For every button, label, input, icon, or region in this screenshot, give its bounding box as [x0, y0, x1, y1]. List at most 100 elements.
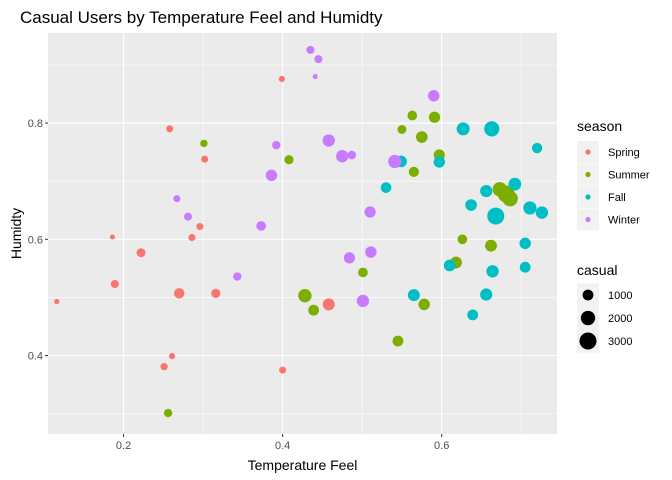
data-point-spring	[160, 362, 168, 371]
data-point-winter	[233, 272, 242, 281]
plot-panel	[48, 33, 557, 434]
data-point-winter	[322, 134, 335, 147]
data-point-fall	[487, 207, 505, 225]
data-point-fall	[480, 184, 493, 198]
data-point-fall	[484, 121, 500, 137]
data-point-fall	[508, 177, 522, 191]
data-point-fall	[433, 156, 446, 168]
y-tick-label: 0.6	[28, 234, 43, 246]
data-point-spring	[322, 298, 335, 311]
data-point-fall	[465, 199, 477, 211]
data-point-winter	[356, 294, 370, 308]
data-point-fall	[519, 237, 531, 250]
data-point-summer	[163, 408, 173, 418]
data-point-spring	[136, 248, 146, 258]
data-point-summer	[428, 111, 441, 123]
data-point-fall	[443, 259, 456, 272]
data-point-summer	[200, 139, 208, 148]
data-point-summer	[502, 190, 518, 207]
data-point-winter	[365, 246, 377, 258]
x-axis-title: Temperature Feel	[248, 457, 358, 473]
data-point-spring	[188, 234, 196, 242]
data-point-fall	[380, 182, 392, 193]
x-tick-label: 0.2	[116, 440, 131, 452]
y-tick-label: 0.8	[28, 118, 43, 130]
data-points	[54, 45, 549, 418]
legend-size-label: 3000	[608, 336, 632, 348]
legend-label-spring: Spring	[608, 147, 640, 159]
data-point-summer	[298, 288, 312, 303]
data-point-fall	[523, 201, 537, 215]
data-point-fall	[531, 142, 543, 154]
data-point-winter	[306, 45, 315, 54]
data-point-summer	[415, 131, 428, 143]
data-point-winter	[388, 154, 402, 169]
data-point-spring	[196, 223, 204, 231]
data-point-winter	[314, 55, 323, 64]
legend-size-label: 2000	[608, 313, 632, 325]
data-point-spring	[211, 288, 221, 298]
data-point-winter	[183, 212, 193, 221]
data-point-spring	[110, 280, 119, 289]
data-point-winter	[347, 150, 357, 160]
legend-key-summer	[585, 171, 591, 178]
data-point-winter	[343, 252, 356, 264]
data-point-summer	[408, 166, 419, 177]
data-point-spring	[279, 366, 287, 374]
legend-label-summer: Summer	[608, 170, 650, 182]
x-tick-label: 0.4	[275, 440, 290, 452]
data-point-fall	[519, 261, 531, 273]
data-point-summer	[358, 267, 368, 278]
legend-casual: casual 1000 2000 3000	[577, 262, 632, 353]
legend-season: season Spring Summer Fall Winter	[577, 118, 650, 231]
data-point-summer	[397, 125, 407, 134]
data-point-summer	[418, 298, 430, 311]
legend-size-label: 1000	[608, 290, 632, 302]
legend-size-key	[580, 310, 596, 326]
y-tick-label: 0.4	[28, 351, 43, 363]
data-point-winter	[336, 150, 349, 163]
y-axis-title: Humidty	[8, 208, 24, 259]
data-point-winter	[173, 195, 181, 203]
data-point-fall	[480, 288, 493, 301]
data-point-spring	[201, 155, 209, 163]
data-point-fall	[535, 206, 549, 219]
x-axis: 0.2 0.4 0.6	[116, 434, 449, 452]
legend-label-fall: Fall	[608, 192, 626, 204]
legend-key-fall	[585, 194, 591, 200]
data-point-spring	[54, 298, 60, 305]
data-point-fall	[467, 309, 479, 321]
chart-title: Casual Users by Temperature Feel and Hum…	[20, 8, 383, 27]
data-point-summer	[308, 304, 320, 316]
data-point-spring	[166, 125, 174, 133]
legend-size-key	[579, 332, 597, 350]
data-point-winter	[364, 206, 376, 218]
data-point-winter	[265, 169, 278, 182]
data-point-fall	[407, 289, 420, 302]
data-point-spring	[109, 234, 115, 240]
data-point-summer	[392, 335, 404, 347]
data-point-fall	[456, 122, 470, 136]
data-point-summer	[457, 234, 468, 245]
x-tick-label: 0.6	[434, 440, 449, 452]
data-point-winter	[428, 90, 440, 102]
data-point-winter	[312, 74, 318, 80]
data-point-spring	[168, 353, 176, 360]
data-point-spring	[174, 288, 185, 299]
legend-label-winter: Winter	[608, 215, 640, 227]
data-point-winter	[272, 140, 281, 150]
data-point-summer	[485, 239, 497, 252]
data-point-summer	[284, 155, 294, 165]
data-point-summer	[407, 110, 418, 121]
legend-casual-title: casual	[577, 262, 617, 278]
legend-key-spring	[585, 149, 591, 155]
legend-size-key	[582, 289, 594, 301]
data-point-spring	[278, 75, 285, 82]
y-axis: 0.4 0.6 0.8	[28, 118, 48, 363]
data-point-winter	[256, 221, 266, 231]
legend-key-winter	[585, 216, 591, 223]
data-point-fall	[486, 265, 499, 278]
legend-season-title: season	[577, 118, 622, 134]
